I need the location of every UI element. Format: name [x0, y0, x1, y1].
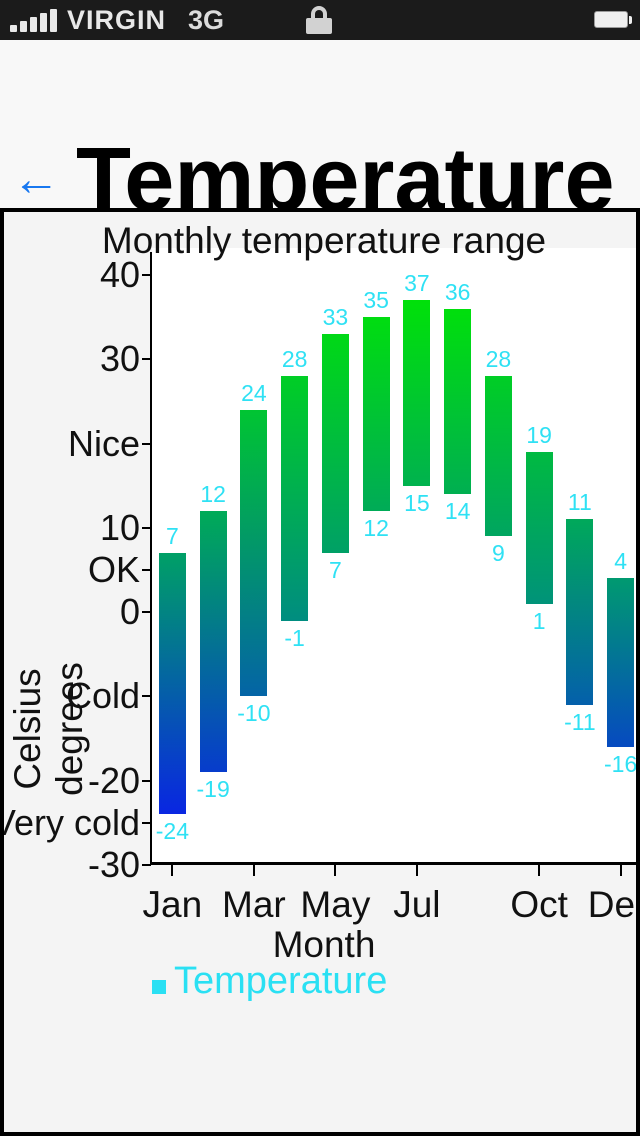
bar-low-label: -16 — [604, 751, 638, 777]
range-bar-feb[interactable] — [199, 511, 227, 773]
bar-low-label: 15 — [404, 489, 430, 516]
bar-high-label: 19 — [526, 422, 552, 448]
bar-low-label: 9 — [491, 540, 505, 567]
y-axis-tick — [142, 821, 151, 824]
bar-high-label: 28 — [281, 346, 308, 373]
y-axis-tick — [142, 779, 151, 782]
bar-high-label: 4 — [614, 548, 628, 575]
bar-low-label: -10 — [237, 700, 271, 727]
chart-container: Monthly temperature range Celsius degree… — [0, 208, 640, 1136]
bar-high-label: 24 — [241, 379, 267, 406]
range-bar-jun[interactable] — [362, 317, 390, 511]
x-tick-label: Mar — [222, 884, 286, 925]
x-axis-title: Month — [272, 924, 376, 965]
bar-high-label: 36 — [444, 278, 471, 305]
x-axis-tick — [334, 865, 337, 876]
y-axis-tick — [142, 611, 151, 614]
range-bar-aug[interactable] — [444, 308, 472, 495]
page-header: ← Temperature range — [0, 40, 640, 208]
lock-body — [306, 18, 332, 34]
signal-bar — [30, 17, 37, 32]
bar-low-label: -19 — [196, 776, 230, 803]
bar-low-label: 12 — [363, 515, 389, 541]
battery-body — [594, 11, 628, 28]
signal-bar — [20, 21, 27, 32]
bar-high-label: 33 — [322, 304, 349, 330]
y-tick-label: 10 — [99, 506, 140, 548]
legend[interactable]: Temperature — [152, 960, 387, 1003]
x-axis-tick — [538, 865, 541, 876]
y-axis-tick — [142, 274, 151, 276]
y-tick-label: Cold — [65, 675, 140, 717]
range-bar-mar[interactable] — [240, 409, 268, 697]
signal-bar — [10, 25, 17, 32]
y-axis-tick — [142, 526, 151, 529]
chart-title: Monthly temperature range — [101, 220, 547, 261]
back-arrow-icon[interactable]: ← — [12, 153, 60, 206]
range-bar-jul[interactable] — [403, 300, 431, 486]
bar-low-label: 7 — [328, 557, 342, 584]
y-tick-label: 0 — [119, 591, 140, 633]
y-tick-label: Very cold — [0, 801, 140, 843]
bar-low-label: -24 — [155, 818, 189, 845]
bar-low-label: -11 — [564, 708, 596, 735]
x-tick-label: Jan — [142, 884, 203, 925]
bar-high-label: 37 — [404, 270, 430, 297]
y-tick-label: 40 — [99, 254, 140, 295]
y-axis-tick — [142, 442, 151, 445]
lock-shackle — [311, 6, 327, 22]
x-axis-tick — [171, 865, 174, 876]
y-tick-label: 30 — [99, 338, 140, 380]
legend-series-label: Temperature — [174, 960, 388, 1002]
x-tick-label: Jul — [393, 884, 441, 925]
range-bar-oct[interactable] — [525, 452, 553, 604]
bar-high-label: 35 — [363, 287, 389, 314]
carrier-label: VIRGIN — [67, 4, 167, 35]
y-axis-tick — [142, 695, 151, 698]
range-bar-apr[interactable] — [281, 376, 309, 621]
battery-icon — [594, 11, 632, 28]
range-bar-may[interactable] — [321, 334, 349, 554]
x-axis-tick — [252, 865, 255, 876]
x-axis-line — [150, 862, 636, 865]
x-axis-tick — [619, 865, 622, 876]
signal-bars-icon — [10, 8, 57, 32]
legend-marker-icon — [152, 979, 166, 994]
status-bar: VIRGIN 3G — [0, 0, 640, 40]
y-axis-tick — [142, 864, 151, 866]
page-title: Temperature range — [76, 130, 640, 208]
x-tick-label: May — [300, 884, 371, 925]
y-tick-label: OK — [87, 549, 140, 590]
y-tick-label: Nice — [67, 422, 140, 464]
y-tick-label: -20 — [87, 759, 140, 801]
range-bar-dec[interactable] — [607, 578, 635, 747]
range-bar-nov[interactable] — [566, 519, 594, 705]
y-tick-label: -30 — [87, 844, 140, 885]
bar-high-label: 12 — [200, 481, 226, 507]
network-type-label: 3G — [188, 4, 225, 35]
plot-area — [152, 248, 636, 865]
bar-high-label: 28 — [485, 346, 512, 373]
range-bar-jan[interactable] — [158, 553, 186, 815]
bar-high-label: 7 — [165, 523, 179, 550]
y-axis-tick — [142, 358, 151, 361]
x-tick-label: Oct — [510, 884, 568, 925]
x-axis-tick — [415, 865, 418, 876]
lock-icon — [306, 6, 334, 34]
y-axis-tick — [142, 569, 151, 571]
signal-bar — [50, 9, 57, 32]
bar-high-label: 11 — [567, 489, 592, 516]
signal-bar — [40, 13, 47, 32]
battery-tip — [629, 15, 632, 24]
y-axis-line — [150, 252, 152, 865]
range-bar-sep[interactable] — [484, 376, 512, 537]
bar-low-label: 1 — [532, 607, 546, 634]
bar-low-label: 14 — [444, 498, 471, 525]
bar-low-label: -1 — [284, 624, 305, 651]
x-tick-label: Dec — [587, 884, 636, 925]
